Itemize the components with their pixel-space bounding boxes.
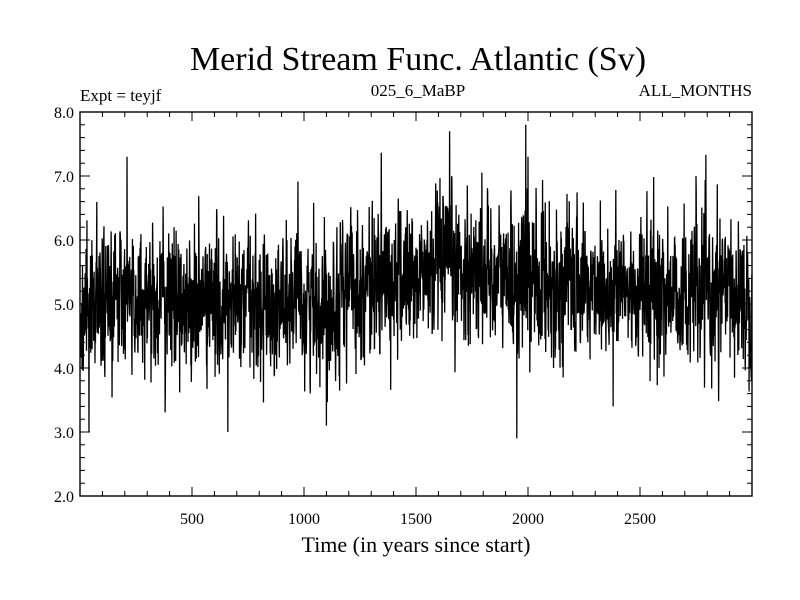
y-tick-label: 8.0 (54, 105, 74, 122)
x-tick-label: 500 (180, 511, 204, 528)
months-label: ALL_MONTHS (639, 81, 752, 100)
y-tick-label: 7.0 (54, 169, 74, 186)
y-tick-label: 5.0 (54, 297, 74, 314)
x-tick-label: 2500 (624, 511, 656, 528)
y-tick-label: 3.0 (54, 425, 74, 442)
experiment-label: Expt = teyjf (80, 86, 162, 105)
y-tick-label: 6.0 (54, 233, 74, 250)
x-axis-label: Time (in years since start) (302, 532, 531, 557)
y-tick-label: 2.0 (54, 489, 74, 506)
x-tick-label: 1000 (288, 511, 320, 528)
plot-area: 500 1000 1500 2000 2500 2.0 3.0 4.0 5.0 6.0 7.0 8.0 (54, 105, 753, 528)
x-tick-label: 2000 (512, 511, 544, 528)
x-tick-label: 1500 (400, 511, 432, 528)
y-tick-label: 4.0 (54, 361, 74, 378)
series-line (79, 124, 753, 439)
period-label: 025_6_MaBP (371, 81, 465, 100)
chart-title: Merid Stream Func. Atlantic (Sv) (190, 41, 646, 78)
